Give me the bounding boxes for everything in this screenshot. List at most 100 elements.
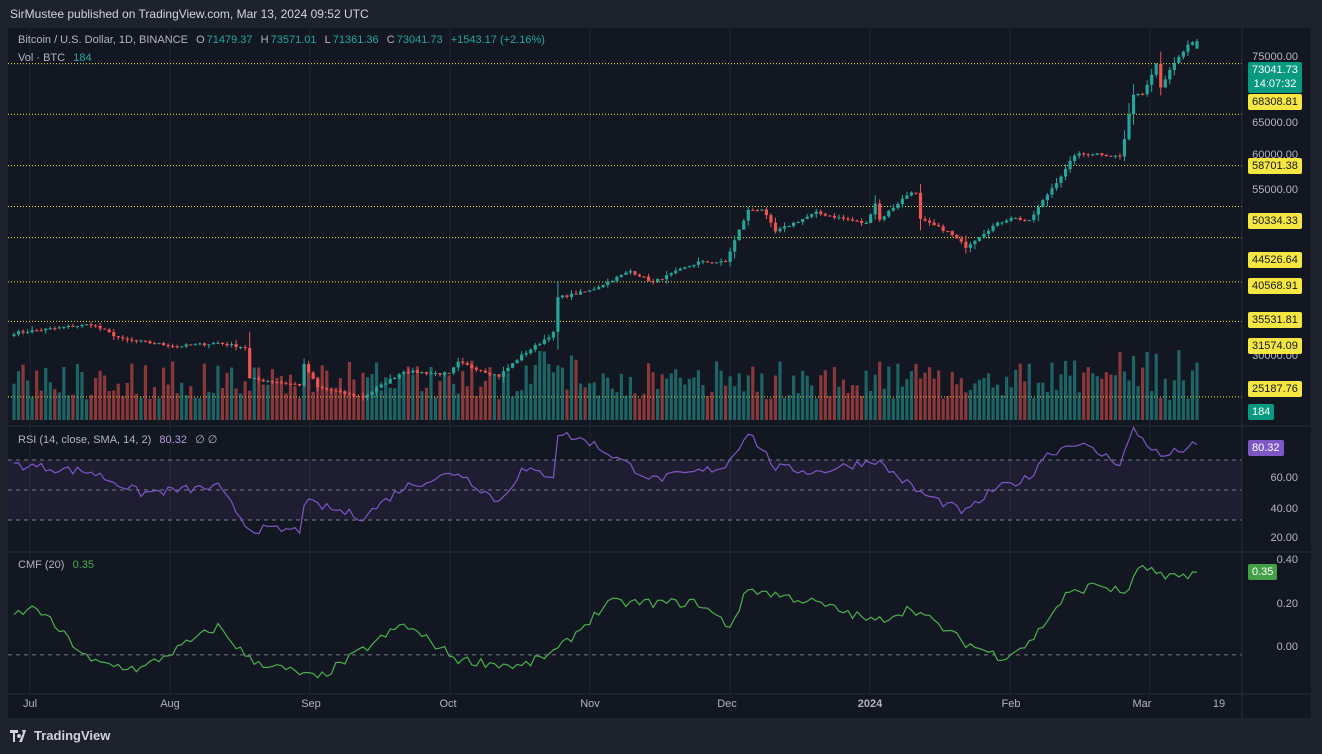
candle-body xyxy=(103,328,107,330)
cmf-tick: 0.40 xyxy=(1276,554,1298,566)
volume-bar xyxy=(1195,362,1199,420)
volume-bar xyxy=(823,370,827,420)
volume-bar xyxy=(44,367,48,420)
candle-body xyxy=(515,360,519,364)
volume-bar xyxy=(1027,363,1031,420)
volume-bar xyxy=(1113,375,1118,420)
levels-layer xyxy=(8,63,1242,398)
candle-body xyxy=(325,388,329,390)
candle-body xyxy=(125,338,129,340)
candle-body xyxy=(560,295,565,298)
candle-body xyxy=(819,211,823,214)
volume-bar xyxy=(1177,350,1181,420)
candle-body xyxy=(1172,62,1176,70)
candle-body xyxy=(810,214,814,217)
candle-body xyxy=(216,342,220,344)
volume-bar xyxy=(968,389,972,420)
candle-body xyxy=(542,339,546,344)
candle-body xyxy=(701,261,705,263)
volume-bar xyxy=(656,388,660,420)
candle-body xyxy=(30,330,34,333)
candle-body xyxy=(57,327,61,329)
candle-body xyxy=(832,215,836,218)
change-value: +1543.17 (+2.16%) xyxy=(450,34,545,46)
candle-body xyxy=(89,324,93,326)
volume-tag: 184 xyxy=(1248,404,1275,420)
volume-bar xyxy=(152,387,157,420)
volume-bar xyxy=(982,378,986,420)
grid-layer xyxy=(29,28,1151,694)
volume-bar xyxy=(905,379,909,420)
volume-bar xyxy=(1000,394,1004,420)
volume-bar xyxy=(329,388,333,420)
candle-body xyxy=(261,379,265,382)
candle-body xyxy=(279,382,284,384)
time-tick: Nov xyxy=(580,698,600,710)
candle-body xyxy=(329,389,333,391)
candle-body xyxy=(456,361,460,368)
volume-bar xyxy=(506,372,510,420)
price-axis[interactable]: 75000.00 65000.00 60000.00 55000.00 3000… xyxy=(1242,28,1311,718)
close-label: C xyxy=(386,34,395,46)
volume-bar xyxy=(828,396,832,420)
main-legend: Bitcoin / U.S. Dollar, 1D, BINANCE O 7147… xyxy=(18,34,547,46)
volume-bar xyxy=(307,366,311,420)
candle-body xyxy=(479,369,483,371)
candle-body xyxy=(220,342,225,344)
time-tick: Sep xyxy=(301,698,321,710)
candle-body xyxy=(1063,169,1068,177)
candle-body xyxy=(606,281,610,285)
candle-body xyxy=(116,336,120,338)
chart-area[interactable]: Bitcoin / U.S. Dollar, 1D, BINANCE O 7147… xyxy=(8,28,1311,718)
volume-bar xyxy=(166,384,170,420)
volume-bar xyxy=(1141,367,1145,420)
volume-bar xyxy=(542,351,546,420)
candle-body xyxy=(946,230,950,232)
volume-bar xyxy=(860,396,864,420)
volume-bar xyxy=(415,366,419,420)
candle-body xyxy=(696,261,701,265)
candle-body xyxy=(393,377,397,379)
candle-body xyxy=(782,226,787,229)
volume-bar xyxy=(388,387,392,420)
volume-bar xyxy=(887,366,891,420)
tradingview-logo[interactable]: TradingView xyxy=(10,728,110,743)
candle-body xyxy=(461,361,465,364)
candle-body xyxy=(365,394,370,398)
candle-body xyxy=(628,271,633,273)
volume-bar xyxy=(84,399,89,420)
candle-body xyxy=(642,276,646,278)
candle-body xyxy=(574,293,578,295)
volume-bar xyxy=(452,383,456,420)
candle-body xyxy=(352,393,356,397)
candle-body xyxy=(1077,153,1081,156)
volume-bar xyxy=(510,396,515,420)
volume-bar xyxy=(1041,382,1045,420)
candle-body xyxy=(415,370,419,373)
volume-bar xyxy=(379,390,383,420)
candle-body xyxy=(288,383,293,385)
time-axis[interactable]: Jul Aug Sep Oct Nov Dec 2024 Feb Mar 19 xyxy=(8,694,1242,718)
volume-bar xyxy=(352,379,356,420)
candle-body xyxy=(565,295,569,297)
volume-bar xyxy=(424,387,429,420)
candle-body xyxy=(1041,200,1045,208)
candle-body xyxy=(297,384,302,386)
candle-body xyxy=(66,325,70,327)
volume-bar xyxy=(642,393,646,420)
candle-body xyxy=(16,331,21,335)
candle-body xyxy=(293,383,297,385)
cmf-label: CMF (20) xyxy=(18,559,65,571)
candle-body xyxy=(334,390,338,392)
rsi-pane xyxy=(8,425,1242,535)
candle-body xyxy=(737,229,741,241)
candle-body xyxy=(229,344,234,346)
chart-canvas[interactable] xyxy=(8,28,1311,718)
volume-bar xyxy=(547,364,551,420)
candle-body xyxy=(787,226,791,228)
candle-body xyxy=(1086,154,1090,156)
volume-bar xyxy=(66,395,70,420)
candle-body xyxy=(252,378,256,380)
candle-body xyxy=(143,340,148,342)
candle-body xyxy=(130,339,134,341)
